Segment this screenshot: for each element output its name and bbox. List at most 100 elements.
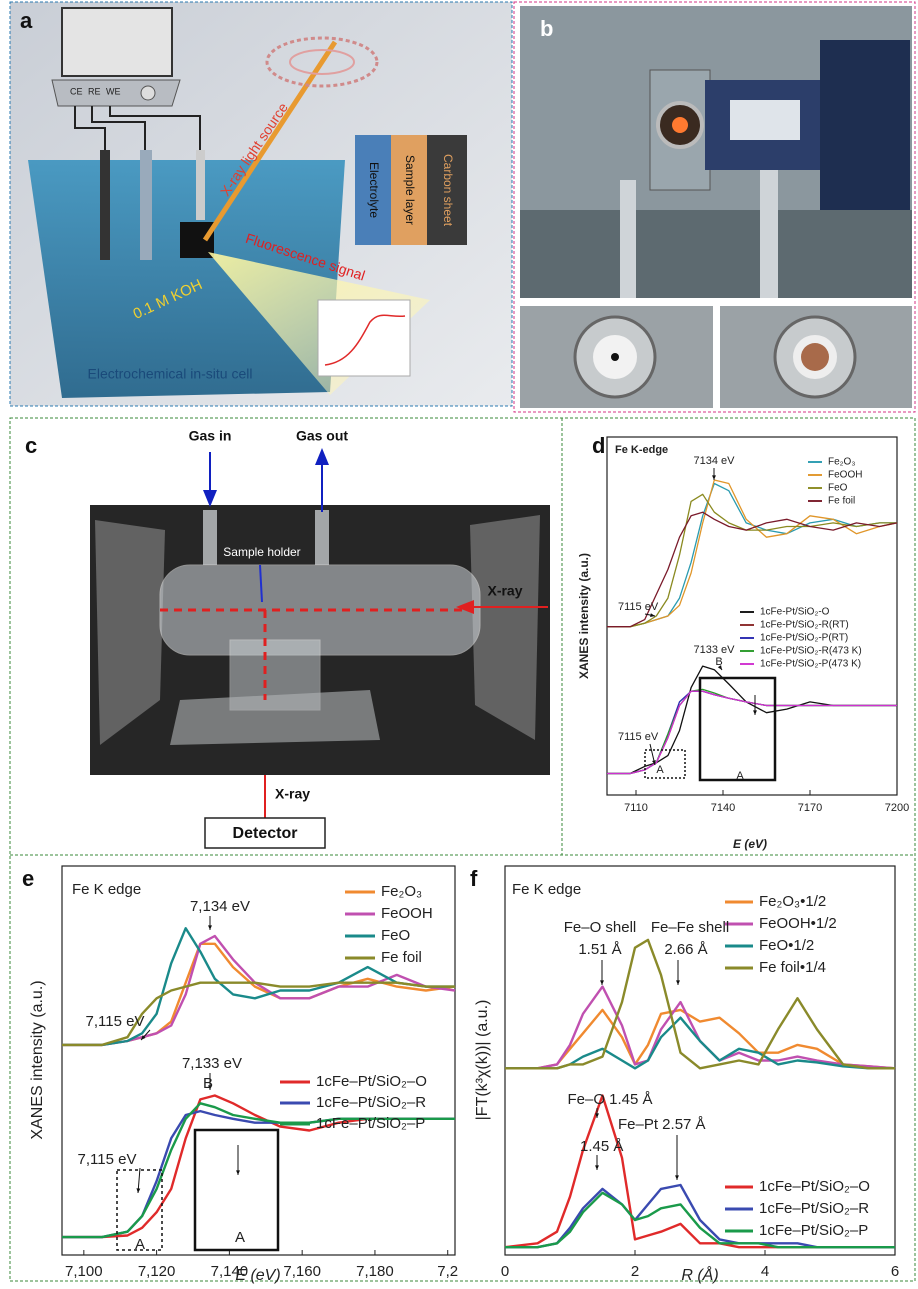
arrowhead [456, 600, 474, 614]
gas-out-label: Gas out [296, 428, 348, 444]
series-line [505, 1008, 896, 1070]
arrowhead [675, 1175, 679, 1180]
panel-b: b [513, 1, 916, 413]
annotation: Fe–Pt 2.57 Å [618, 1116, 706, 1133]
electrode [100, 150, 110, 260]
xray-beam [202, 40, 338, 242]
legend-label: FeOOH [828, 470, 862, 481]
panel-label: c [25, 433, 37, 458]
x-tick-label: 6 [891, 1263, 899, 1280]
annotation: Fe–O shell [564, 919, 637, 936]
layer [427, 135, 467, 245]
x-tick-label: 7,160 [283, 1263, 321, 1280]
electrode-label: CE [70, 86, 83, 96]
plot-frame [504, 865, 896, 1256]
arrowhead [595, 1165, 599, 1170]
panel-label: d [592, 433, 605, 458]
detector-box [820, 40, 910, 210]
layer [355, 135, 391, 245]
legend-label: 1cFe-Pt/SiO₂-P(473 K) [760, 659, 861, 670]
series-line [505, 1016, 895, 1070]
panel-frame [9, 417, 916, 1282]
series-line [62, 1102, 455, 1239]
arrowhead [595, 1113, 599, 1118]
annotation: 7115 eV [618, 731, 659, 743]
label-plate [730, 100, 800, 140]
legend-label: Fe₂O₃•1/2 [759, 893, 826, 910]
series-line [607, 479, 898, 628]
legend-label: FeO [828, 483, 848, 494]
x-tick-label: 7,120 [138, 1263, 176, 1280]
xray-label: X-ray [275, 786, 310, 802]
arrowhead [236, 1170, 240, 1175]
legend-label: 1cFe–Pt/SiO₂–O [759, 1178, 870, 1195]
chart-title: Fe K-edge [615, 444, 668, 456]
arrowhead [676, 980, 680, 985]
legend-label: FeO•1/2 [759, 937, 814, 954]
y-axis-label: |FT(k³χ(k))| (a.u.) [474, 1000, 491, 1121]
gas-tube [315, 510, 329, 565]
series-line [505, 985, 896, 1070]
series-line [505, 1183, 895, 1249]
annotation: B [203, 1075, 213, 1092]
legend-label: 1cFe-Pt/SiO₂-P(RT) [760, 633, 848, 644]
series-line [607, 511, 898, 628]
series-line [607, 493, 897, 628]
photo-table [520, 210, 912, 298]
layer-label: Carbon sheet [441, 154, 455, 227]
x-tick-label: 7,100 [65, 1263, 103, 1280]
sample [180, 222, 214, 258]
beam-spot [672, 117, 688, 133]
post [760, 170, 778, 298]
legend-label: FeOOH•1/2 [759, 915, 837, 932]
spectrum-curve [324, 314, 406, 366]
series-line [62, 981, 455, 1047]
legend-label: 1cFe-Pt/SiO₂-R(RT) [760, 620, 849, 631]
plot-frame [61, 865, 456, 1256]
arrowhead [208, 925, 212, 930]
annotation: B [715, 656, 722, 668]
legend-label: 1cFe–Pt/SiO₂–P [759, 1222, 868, 1239]
arrowhead [315, 448, 329, 465]
gas-in-label: Gas in [189, 428, 232, 444]
electrode [140, 150, 152, 260]
annotation: A [736, 770, 744, 782]
series-line [62, 934, 456, 1047]
x-tick-label: 7,180 [356, 1263, 394, 1280]
annotation: Fe–O 1.45 Å [567, 1091, 652, 1108]
legend-label: FeO [381, 927, 410, 944]
arrowhead [712, 475, 716, 480]
annotation: 7,133 eV [182, 1055, 242, 1072]
x-tick-label: 7140 [711, 802, 735, 814]
x-tick-label: 7,2 [437, 1263, 458, 1280]
layer-label: Sample layer [403, 155, 417, 225]
chart: 7,100 7,120 7,140 7,160 7,180 7,2 Fe₂O₃ FeOOH Fe… [22, 865, 458, 1284]
panel-label: a [20, 8, 33, 33]
detector-label: Detector [233, 825, 298, 842]
flange [95, 520, 165, 745]
legend-label: Fe₂O₃ [828, 457, 855, 468]
sample [611, 353, 619, 361]
base-plate [170, 690, 380, 745]
layer-label: Electrolyte [367, 162, 381, 218]
chart-title: Fe K edge [72, 881, 141, 898]
annotation: 7133 eV [694, 644, 736, 656]
arrowhead [600, 980, 604, 985]
x-tick-label: 7110 [624, 802, 648, 814]
inset-box [193, 1128, 280, 1252]
sample-holder-label: Sample holder [223, 545, 300, 559]
x-axis-label: E (eV) [733, 837, 767, 851]
arrowhead [753, 710, 757, 715]
chart: 0 2 4 6 Fe₂O₃•1/2 FeOOH•1/2 FeO•1/2 Fe foil•1/4… [470, 865, 899, 1284]
spectrum-inset [317, 299, 411, 377]
arrowhead [652, 760, 656, 765]
arrowhead [136, 1188, 141, 1193]
annotation: A [656, 764, 664, 776]
layer [391, 135, 427, 245]
legend-label: 1cFe-Pt/SiO₂-O [760, 607, 830, 618]
legend-label: Fe foil [381, 949, 422, 966]
post [620, 180, 636, 298]
wires [74, 106, 201, 160]
arrowhead [650, 613, 655, 618]
gas-tube [203, 510, 217, 565]
